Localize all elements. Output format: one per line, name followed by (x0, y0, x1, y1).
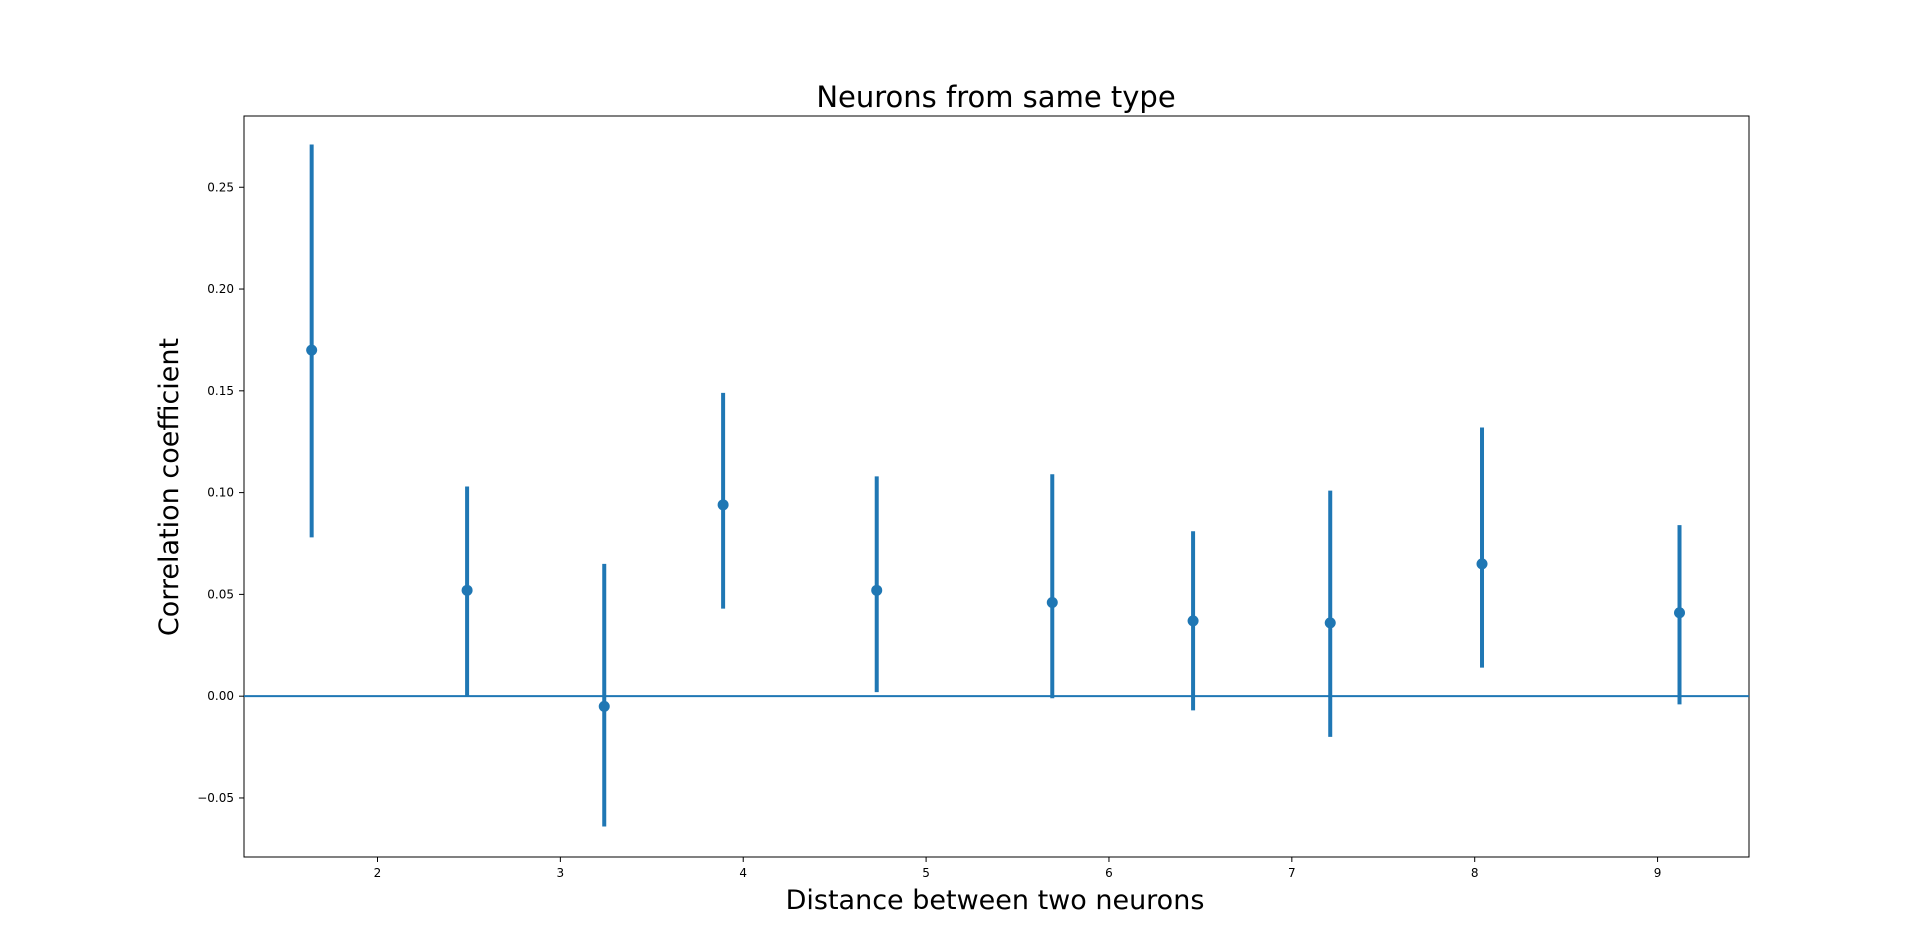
data-point (1476, 558, 1488, 570)
chart-title: Neurons from same type (816, 80, 1175, 114)
y-tick-label: 0.05 (207, 587, 234, 601)
data-point (1187, 615, 1199, 627)
x-tick-label: 9 (1654, 866, 1662, 880)
data-point (871, 584, 883, 596)
x-tick-label: 3 (557, 866, 565, 880)
data-point (1674, 607, 1686, 619)
data-series (306, 144, 1686, 827)
x-axis: 2 3 4 5 6 7 8 9 (374, 857, 1662, 880)
plot-area (243, 115, 1750, 858)
data-point (717, 499, 729, 511)
data-point (306, 344, 318, 356)
x-tick-label: 5 (922, 866, 930, 880)
data-point (1046, 597, 1058, 609)
x-axis-label: Distance between two neurons (786, 885, 1205, 916)
data-point (598, 700, 610, 712)
x-tick-label: 6 (1105, 866, 1113, 880)
data-point (461, 584, 473, 596)
y-tick-label: 0.00 (207, 689, 234, 703)
y-axis: −0.05 0.00 0.05 0.10 0.15 0.20 0.25 (197, 180, 244, 805)
x-tick-label: 2 (374, 866, 382, 880)
data-point (1324, 617, 1336, 629)
y-tick-label: 0.20 (207, 282, 234, 296)
y-tick-label: −0.05 (197, 791, 234, 805)
x-tick-label: 4 (739, 866, 747, 880)
x-tick-label: 7 (1288, 866, 1296, 880)
x-tick-label: 8 (1471, 866, 1479, 880)
y-tick-label: 0.15 (207, 384, 234, 398)
y-axis-label: Correlation coefficient (154, 338, 185, 636)
y-tick-label: 0.10 (207, 486, 234, 500)
y-tick-label: 0.25 (207, 180, 234, 194)
